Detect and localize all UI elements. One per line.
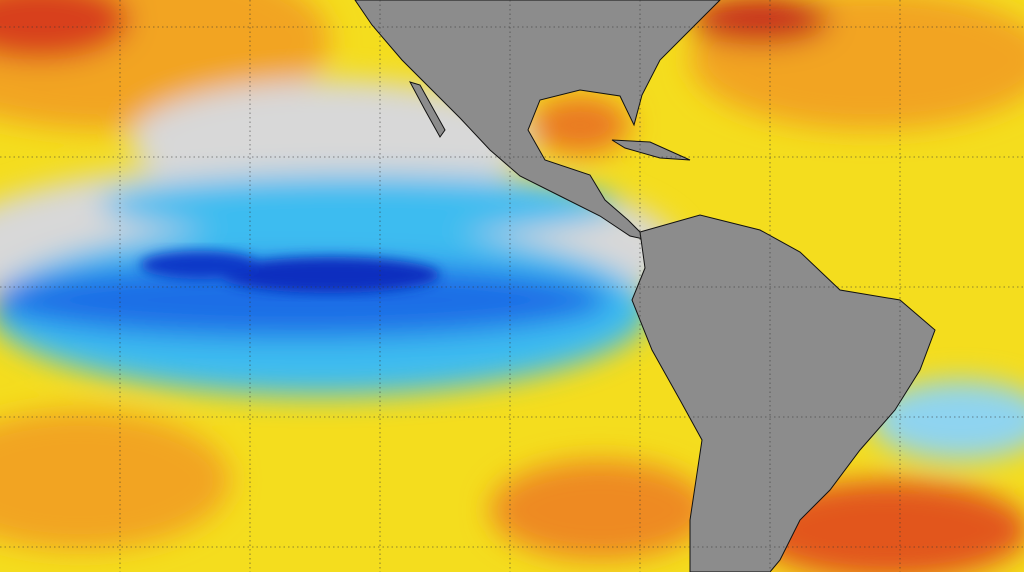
north-america [354, 0, 721, 241]
warm-patch [490, 460, 710, 560]
baja-california [408, 81, 446, 138]
cold-core-patch [220, 257, 440, 293]
land [354, 0, 936, 572]
hot-patch [0, 0, 130, 60]
hot-patch [750, 480, 1024, 572]
cold-core-patch [140, 251, 260, 279]
cold-core [140, 251, 440, 293]
hot-patch [690, 0, 830, 45]
cold-band [0, 262, 610, 338]
cool-patch [870, 380, 1024, 460]
south-america [631, 214, 936, 572]
warm-patch [0, 410, 230, 550]
warm-patch [530, 95, 630, 155]
cuba [611, 139, 691, 161]
cool-streak [100, 175, 620, 235]
